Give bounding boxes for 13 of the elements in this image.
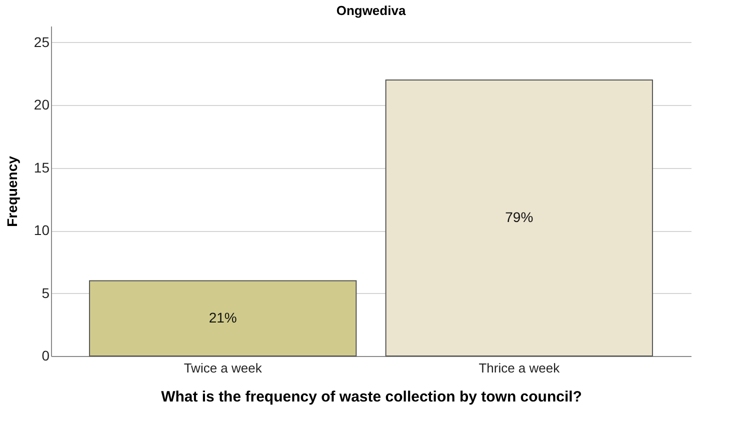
y-tick-label: 25	[34, 34, 50, 50]
y-tick-label: 0	[42, 348, 50, 364]
y-tick-label: 5	[42, 284, 50, 301]
x-tick-label: Thrice a week	[478, 360, 560, 376]
x-axis-title: What is the frequency of waste collection by town council?	[161, 388, 582, 406]
y-axis-title: Frequency	[4, 156, 20, 227]
annotation: 79%	[505, 208, 534, 225]
y-tick-label: 10	[34, 222, 50, 238]
annotation: 21%	[208, 309, 237, 326]
y-tick-label: 15	[34, 159, 50, 176]
chart-title: Ongwediva	[336, 3, 406, 18]
x-tick-label: Twice a week	[184, 360, 262, 376]
y-tick-label: 20	[34, 96, 50, 113]
